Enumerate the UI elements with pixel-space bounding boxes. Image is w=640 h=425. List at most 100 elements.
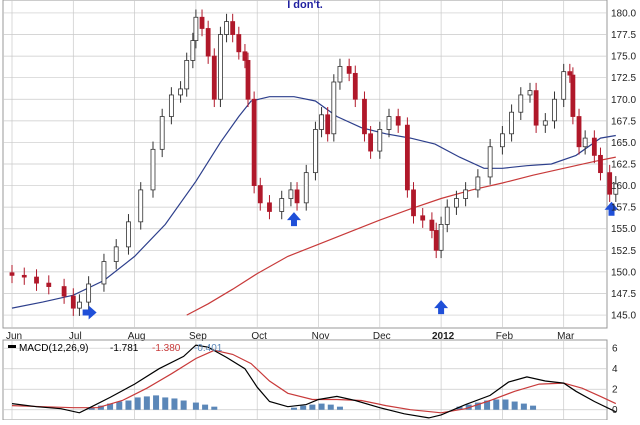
candle-body: [126, 221, 131, 248]
candle-body: [509, 111, 514, 135]
date-tick-label: Dec: [373, 331, 391, 342]
candle-body: [21, 274, 27, 278]
buy-arrow-icon: [604, 201, 619, 216]
macd-axis: 0 2 4 6: [612, 344, 618, 417]
candle-body: [168, 94, 174, 117]
candle-body: [591, 137, 597, 156]
date-axis: Jun Jul Aug Sep Oct Nov Dec 2012 Feb Mar: [6, 331, 575, 342]
candle-body: [86, 283, 92, 303]
macd-tick-label: 2: [612, 385, 618, 396]
candle-body: [313, 129, 318, 174]
candle-body: [9, 272, 15, 276]
macd-legend-swatch: [8, 345, 16, 348]
candle-body: [184, 60, 190, 90]
price-tick-label: 147.5: [611, 289, 636, 300]
price-tick-label: 175.0: [611, 52, 636, 63]
candle-body: [433, 230, 439, 251]
histogram-bar: [502, 399, 509, 410]
price-tick-label: 152.5: [611, 246, 636, 257]
macd-lines: [11, 344, 617, 419]
candle-body: [527, 90, 533, 96]
candle-body: [542, 120, 548, 126]
histogram-bar: [520, 403, 527, 410]
histogram-bar: [171, 398, 178, 410]
histogram-bar: [134, 397, 141, 410]
candle-body: [319, 114, 324, 130]
macd-tick-label: 0: [612, 405, 618, 416]
histogram-bar: [336, 406, 343, 410]
candle-body: [438, 224, 444, 251]
candle-body: [242, 51, 248, 61]
candle-body: [346, 66, 352, 74]
candle-body: [205, 28, 211, 57]
histogram-bar: [318, 403, 325, 410]
candle-body: [463, 189, 469, 199]
histogram-bar: [493, 399, 500, 410]
price-tick-label: 167.5: [611, 116, 636, 127]
candle-body: [444, 206, 450, 225]
candle-body: [193, 16, 199, 41]
candle-body: [218, 34, 223, 100]
macd-tick-label: 6: [612, 344, 618, 355]
price-tick-label: 145.0: [611, 311, 636, 322]
histogram-bar: [162, 397, 169, 410]
candle-body: [429, 219, 435, 231]
candle-body: [138, 189, 144, 223]
histogram-bar: [202, 404, 209, 410]
candle-body: [294, 189, 300, 204]
candle-body: [487, 146, 493, 178]
macd-line: [11, 344, 617, 419]
candle-body: [598, 154, 603, 174]
candle-body: [561, 71, 567, 100]
histogram-bar: [290, 407, 297, 410]
macd-legend: MACD(12,26,9) -1.781 -1.380 -0.401: [8, 343, 223, 354]
histogram-bar: [143, 396, 150, 410]
candle-body: [331, 81, 337, 135]
candle-body: [454, 198, 459, 208]
price-tick-label: 150.0: [611, 267, 636, 278]
date-tick-label: 2012: [432, 331, 455, 342]
signal-line: [11, 349, 617, 414]
histogram-bar: [116, 401, 123, 410]
candle-body: [411, 189, 416, 217]
candle-body: [337, 66, 343, 83]
candle-body: [395, 116, 401, 126]
candle-body: [368, 133, 374, 152]
date-tick-label: Jul: [69, 331, 82, 342]
candle-body: [178, 88, 183, 96]
histogram-bar: [300, 405, 307, 410]
price-tick-label: 165.0: [611, 138, 636, 149]
date-tick-label: Sep: [189, 331, 207, 342]
candle-body: [199, 16, 205, 29]
candle-body: [303, 172, 309, 204]
candle-body: [362, 98, 367, 135]
price-tick-label: 160.0: [611, 181, 636, 192]
price-tick-label: 157.5: [611, 203, 636, 214]
candle-body: [279, 198, 285, 212]
histogram-bar: [327, 404, 334, 410]
candle-body: [245, 60, 251, 100]
macd-legend-value: -1.781: [110, 343, 139, 354]
histogram-bar: [153, 395, 160, 410]
candle-body: [46, 282, 52, 287]
candle-body: [101, 261, 107, 285]
candle-body: [552, 98, 557, 122]
price-tick-label: 172.5: [611, 73, 636, 84]
histogram-bar: [180, 400, 187, 410]
signal-arrows: [82, 201, 619, 320]
candle-body: [404, 124, 410, 191]
histogram-bar: [88, 407, 95, 410]
candle-body: [159, 116, 165, 150]
histogram-bar: [192, 402, 199, 410]
candle-body: [576, 116, 582, 148]
macd-histogram: [88, 395, 537, 410]
candle-body: [190, 40, 196, 61]
chart-annotation: I don't.: [287, 0, 323, 11]
candle-body: [211, 55, 217, 100]
candle-body: [475, 176, 481, 191]
slow-moving-average-line: [186, 156, 616, 316]
price-axis: 145.0 147.5 150.0 152.5 155.0 157.5 160.0 162.5…: [611, 8, 636, 321]
buy-arrow-icon: [286, 212, 301, 227]
candle-body: [150, 148, 156, 191]
date-tick-label: Feb: [496, 331, 514, 342]
